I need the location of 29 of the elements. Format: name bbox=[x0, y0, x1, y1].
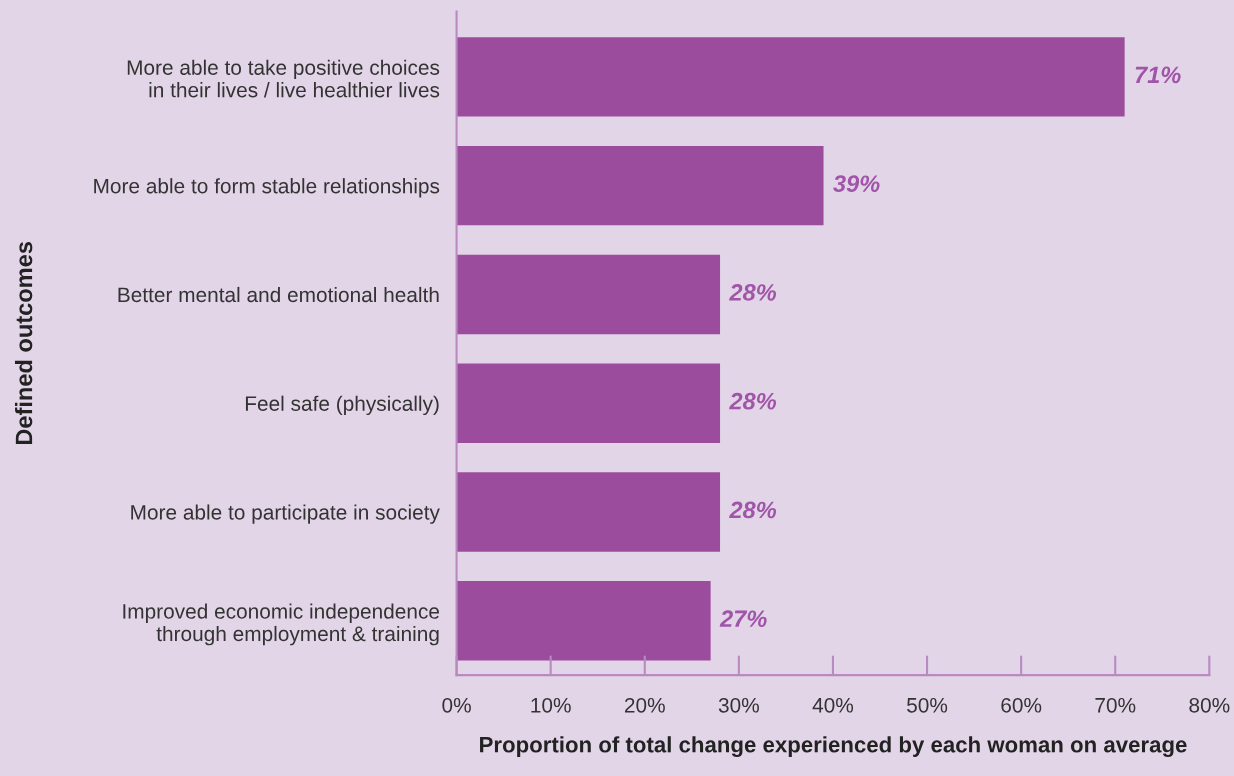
x-tick-label: 0% bbox=[442, 697, 471, 713]
data-label: 39% bbox=[833, 175, 880, 193]
y-tick-label: Improved economic independence through employment & training bbox=[123, 603, 440, 646]
bar bbox=[456, 581, 711, 661]
x-tick-label: 80% bbox=[1189, 697, 1230, 713]
bar bbox=[456, 254, 721, 335]
x-tick-label: 10% bbox=[531, 697, 571, 713]
bar bbox=[456, 37, 1125, 117]
y-tick-label: Feel safe (physically) bbox=[245, 395, 439, 416]
y-tick-label: More able to take positive choices in their lives / live healthier lives bbox=[127, 59, 440, 98]
y-axis-title: Defined outcomes bbox=[14, 242, 33, 445]
bar bbox=[456, 472, 721, 552]
x-tick-label: 60% bbox=[1001, 697, 1042, 713]
data-label: 28% bbox=[729, 392, 777, 410]
y-tick-label: Better mental and emotional health bbox=[118, 286, 439, 303]
data-label: 28% bbox=[729, 284, 777, 301]
bar bbox=[456, 145, 824, 226]
data-label: 27% bbox=[719, 610, 767, 628]
x-tick-label: 30% bbox=[718, 697, 759, 713]
data-label: 28% bbox=[729, 501, 777, 519]
x-tick-label: 20% bbox=[624, 697, 665, 713]
x-tick-label: 50% bbox=[907, 697, 948, 713]
y-tick-label: More able to participate in society bbox=[131, 504, 440, 524]
x-tick-label: 40% bbox=[812, 697, 854, 713]
x-tick-label: 70% bbox=[1095, 697, 1136, 713]
y-tick-label: More able to form stable relationships bbox=[94, 178, 440, 198]
data-label: 71% bbox=[1135, 66, 1181, 84]
bar bbox=[456, 363, 721, 443]
x-axis-title: Proportion of total change experienced by each woman on average bbox=[480, 736, 1187, 758]
